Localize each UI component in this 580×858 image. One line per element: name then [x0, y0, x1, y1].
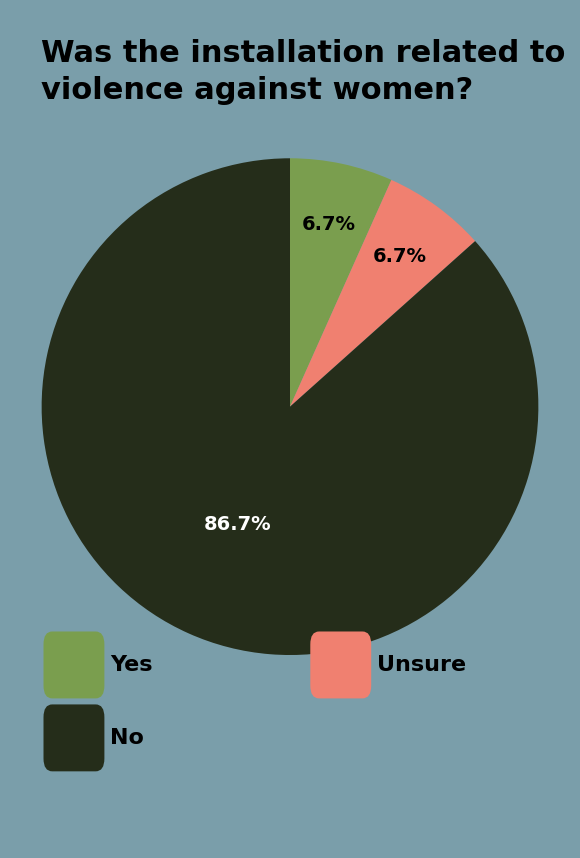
Wedge shape [290, 180, 475, 407]
Text: 6.7%: 6.7% [302, 215, 356, 234]
Wedge shape [42, 158, 538, 655]
Text: 6.7%: 6.7% [373, 247, 427, 266]
Text: No: No [110, 728, 144, 748]
Wedge shape [290, 158, 392, 407]
Text: Yes: Yes [110, 655, 153, 675]
Text: Unsure: Unsure [377, 655, 466, 675]
Text: Was the installation related to
violence against women?: Was the installation related to violence… [41, 39, 565, 105]
Text: 86.7%: 86.7% [204, 515, 271, 534]
